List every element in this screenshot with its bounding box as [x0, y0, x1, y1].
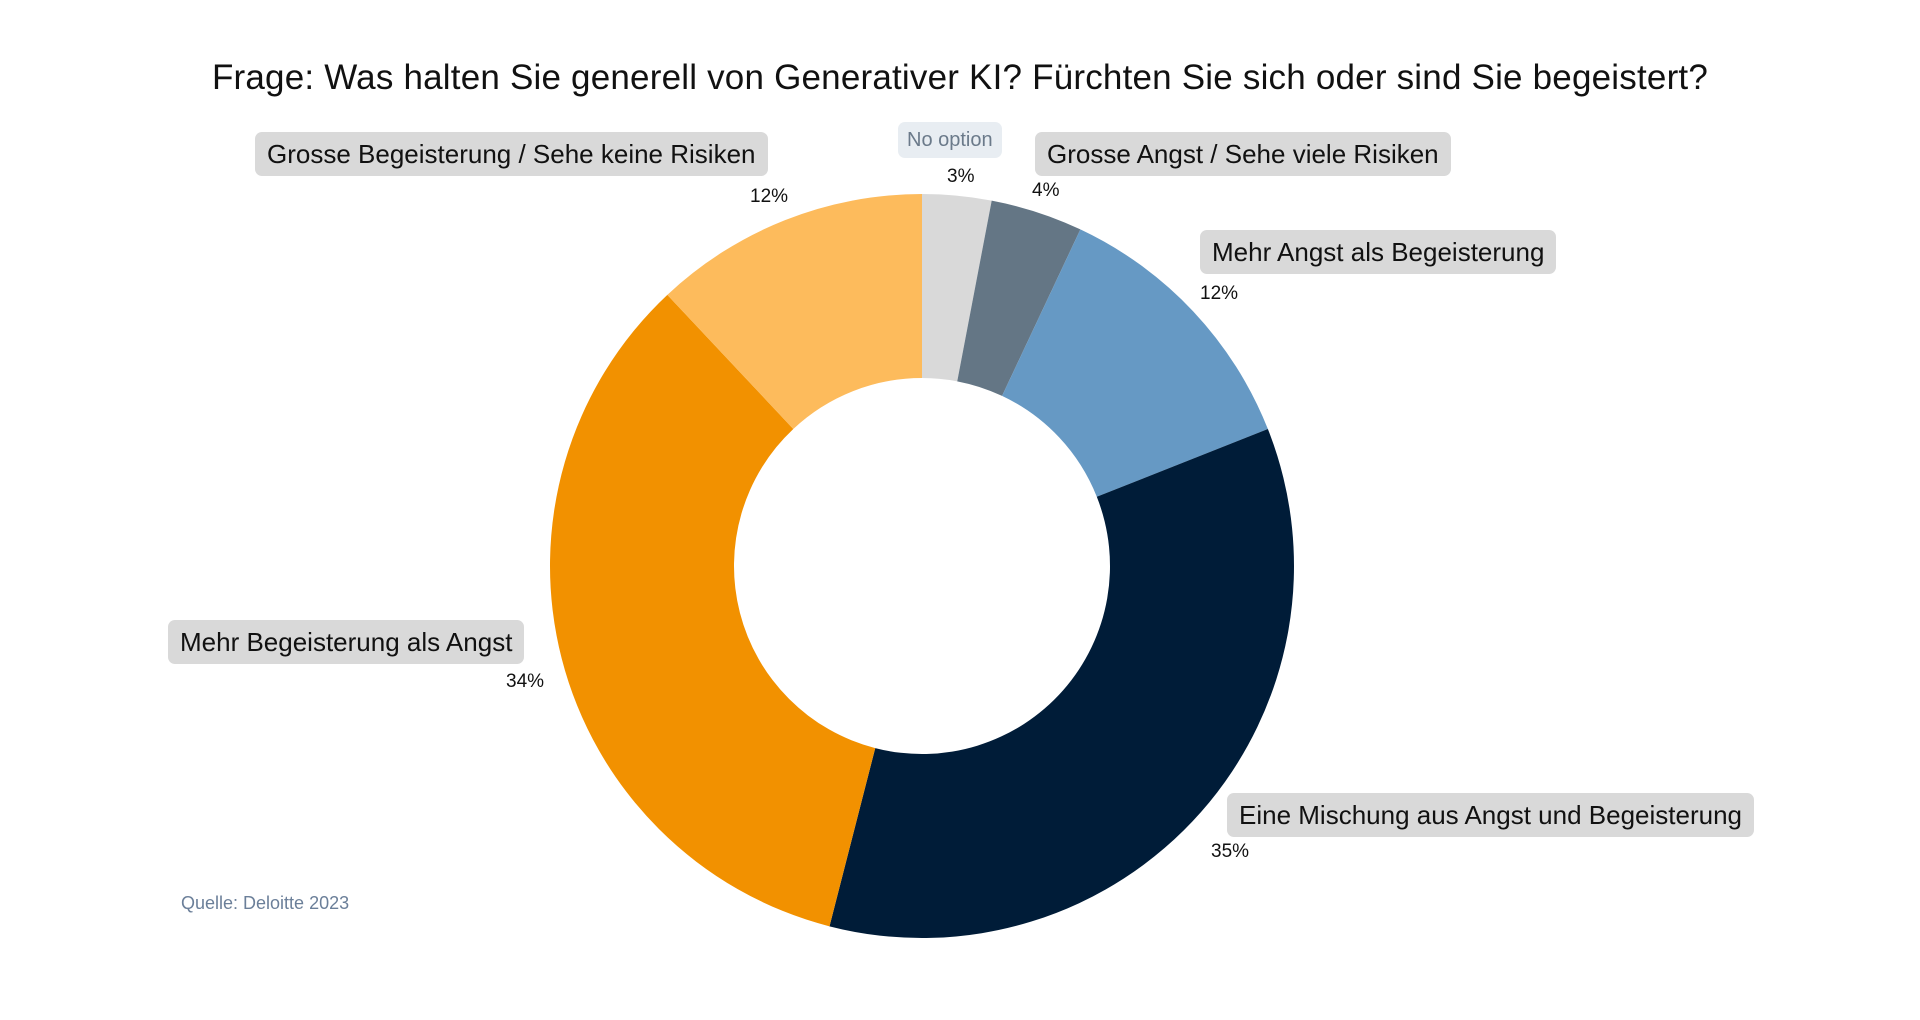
slice-value-grosse-begeisterung: 12%	[750, 186, 789, 207]
slice-value-grosse-angst: 4%	[1032, 180, 1060, 201]
slice-label-grosse-angst: Grosse Angst / Sehe viele Risiken	[1035, 132, 1451, 176]
donut-slice-3	[829, 429, 1294, 938]
slice-value-no-option: 3%	[947, 166, 975, 187]
slice-label-mehr-begeisterung: Mehr Begeisterung als Angst	[168, 620, 525, 664]
slice-label-no-option: No option	[898, 122, 1002, 158]
donut-slice-1	[957, 200, 1081, 396]
slice-label-grosse-begeisterung: Grosse Begeisterung / Sehe keine Risiken	[255, 132, 768, 176]
source-note: Quelle: Deloitte 2023	[181, 893, 350, 913]
slice-value-mischung: 35%	[1211, 841, 1250, 862]
chart-title: Frage: Was halten Sie generell von Gener…	[211, 58, 1709, 97]
slice-label-mischung: Eine Mischung aus Angst und Begeisterung	[1227, 793, 1755, 837]
donut-slice-5	[667, 194, 922, 429]
slice-value-mehr-begeisterung: 34%	[506, 671, 545, 692]
donut-slice-0	[922, 194, 992, 382]
donut-slice-2	[1002, 229, 1268, 497]
donut-slice-4	[550, 294, 876, 927]
slice-value-mehr-angst: 12%	[1200, 283, 1239, 304]
slice-label-mehr-angst: Mehr Angst als Begeisterung	[1200, 230, 1557, 274]
